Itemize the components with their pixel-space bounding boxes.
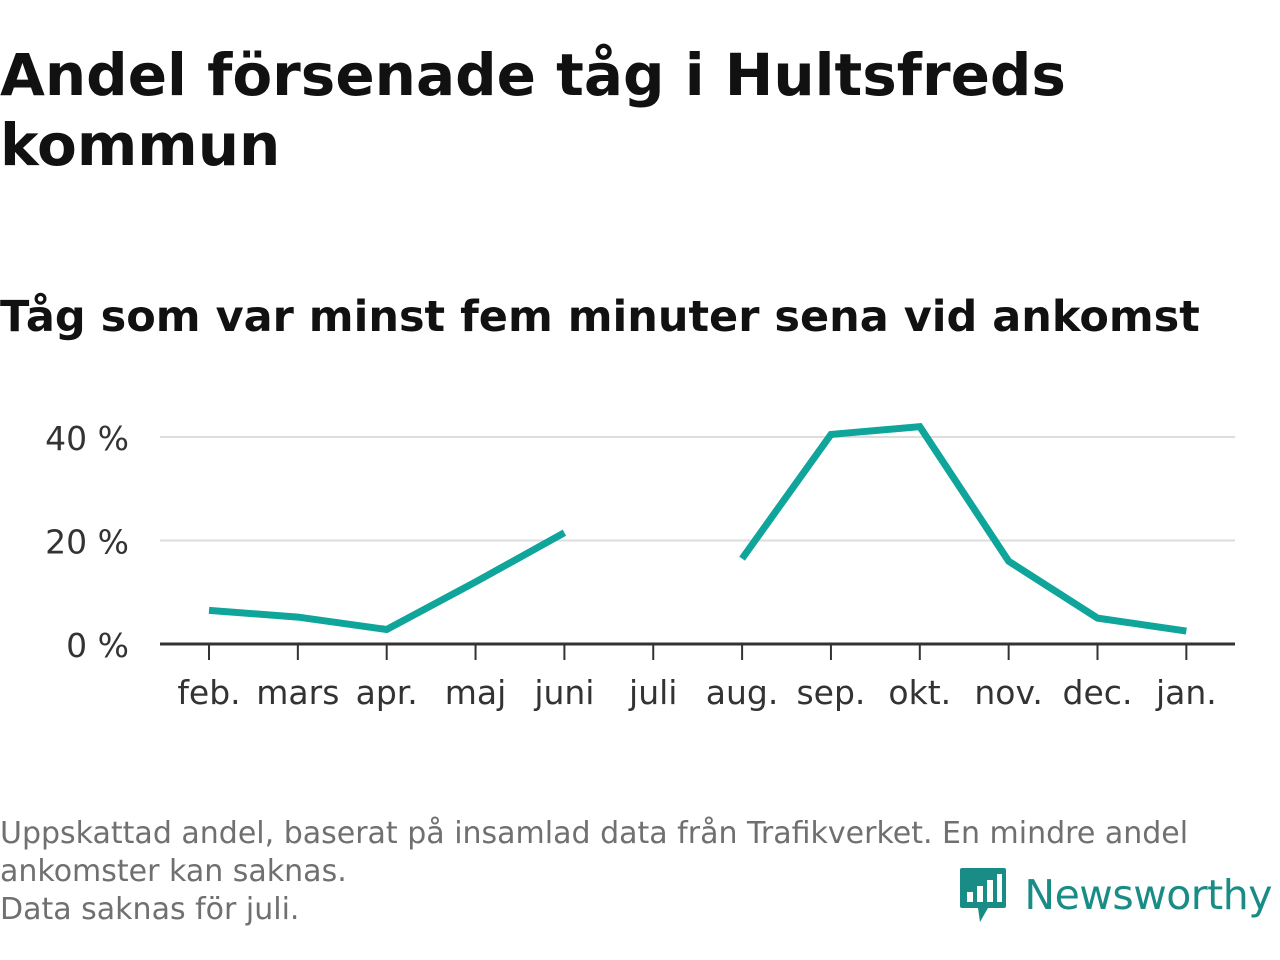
brand-name: Newsworthy bbox=[1024, 871, 1272, 919]
grid-layer bbox=[160, 436, 1235, 542]
label-layer: 0 % 20 % 40 % feb. mars apr. maj juni juli aug. se… bbox=[45, 419, 1217, 712]
data-point-feb. bbox=[206, 607, 213, 614]
y-tick-label: 40 % bbox=[45, 419, 129, 458]
x-tick-label: maj bbox=[445, 673, 507, 712]
x-tick-label: juni bbox=[533, 673, 594, 712]
data-point-sep. bbox=[827, 431, 834, 438]
data-point-nov. bbox=[1005, 558, 1012, 565]
data-point-mars bbox=[294, 614, 301, 621]
data-point-dec. bbox=[1094, 615, 1101, 622]
y-tick-label: 0 % bbox=[66, 626, 129, 665]
x-tick-label: apr. bbox=[356, 673, 418, 712]
newsworthy-bar-chart-icon bbox=[960, 868, 1007, 922]
x-tick-label: sep. bbox=[796, 673, 865, 712]
data-point-juni bbox=[561, 529, 568, 536]
x-tick-label: aug. bbox=[706, 673, 779, 712]
x-tick-label: nov. bbox=[974, 673, 1043, 712]
x-tick-label: dec. bbox=[1063, 673, 1133, 712]
data-point-maj bbox=[472, 578, 479, 585]
axis-layer bbox=[160, 642, 1235, 660]
line-chart: 0 % 20 % 40 % feb. mars apr. maj juni juli aug. se… bbox=[45, 419, 1235, 712]
series-line-segment-2 bbox=[739, 422, 1187, 635]
footnote-source: Uppskattad andel, baserat på insamlad da… bbox=[0, 816, 1189, 889]
chart-subtitle: Tåg som var minst fem minuter sena vid a… bbox=[0, 292, 1200, 342]
brand-logo: Newsworthy bbox=[958, 864, 1272, 926]
x-tick-label: okt. bbox=[888, 673, 951, 712]
footnote: Uppskattad andel, baserat på insamlad da… bbox=[0, 815, 1270, 929]
series-line-segment-1 bbox=[208, 529, 567, 634]
x-tick-label: jan. bbox=[1155, 673, 1217, 712]
data-point-jan. bbox=[1183, 628, 1190, 635]
footnote-missing-data: Data saknas för juli. bbox=[0, 892, 300, 927]
x-tick-label: mars bbox=[256, 673, 339, 712]
data-point-aug. bbox=[739, 555, 746, 562]
x-tick-label: juli bbox=[628, 673, 677, 712]
series-layer bbox=[206, 422, 1190, 635]
data-point-apr. bbox=[383, 626, 390, 633]
x-tick-label: feb. bbox=[177, 673, 240, 712]
chart-title: Andel försenade tåg i Hultsfreds kommun bbox=[0, 41, 1066, 179]
data-point-okt. bbox=[916, 423, 923, 430]
y-tick-label: 20 % bbox=[45, 523, 129, 562]
